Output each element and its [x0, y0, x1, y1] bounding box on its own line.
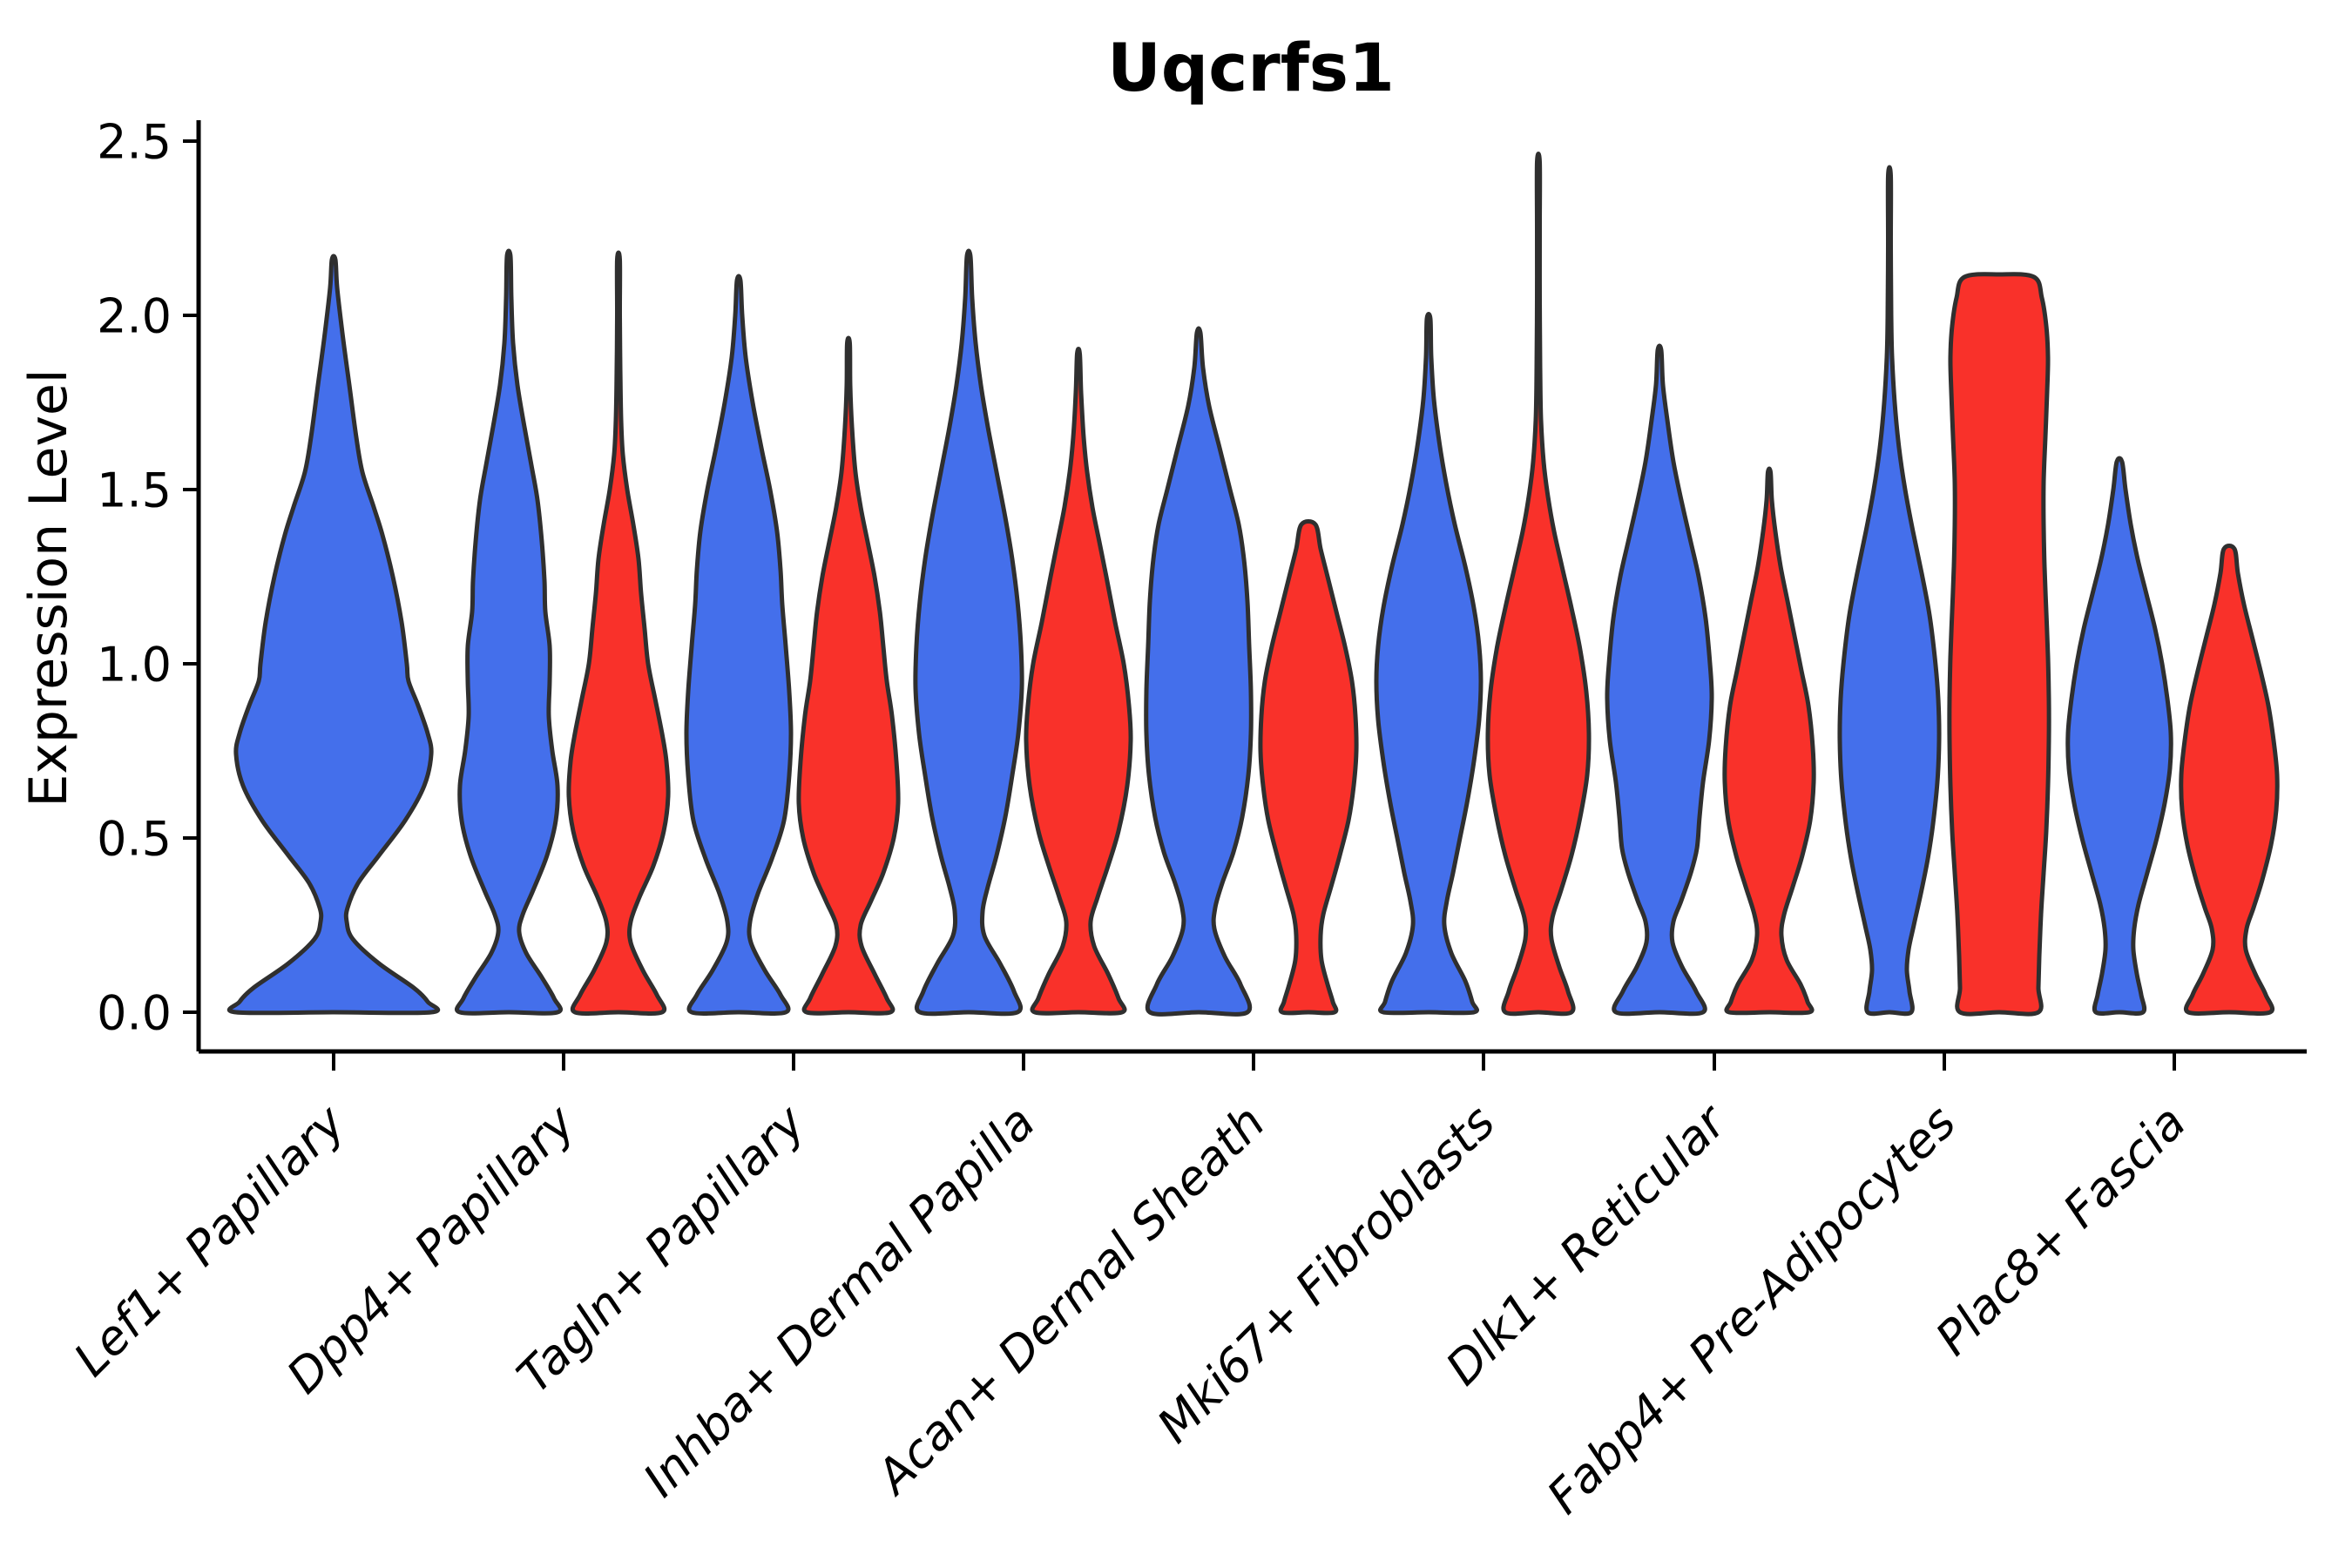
- x-tick-label-acan-dermal-sheath: Acan+ Dermal Sheath: [864, 1095, 1275, 1506]
- y-tick-label: 2.0: [97, 288, 172, 343]
- violin-mki67-fibroblasts-blue: [1374, 312, 1484, 1016]
- violin-dlk1-reticular-blue: [1605, 343, 1714, 1017]
- violin-lef1-papillary-blue: [226, 253, 441, 1016]
- violin-plac8-fascia-red: [2179, 543, 2280, 1016]
- violin-inhba-dermal-papilla-red: [1024, 347, 1133, 1016]
- violin-dpp4-papillary-red: [566, 250, 671, 1016]
- violin-dpp4-papillary-blue: [455, 248, 563, 1016]
- violin-fabp4-pre-adipocytes-red: [1947, 272, 2051, 1017]
- y-tick-label: 2.5: [97, 114, 172, 169]
- chart-title: Uqcrfs1: [1107, 29, 1395, 106]
- violin-acan-dermal-sheath-red: [1258, 518, 1359, 1016]
- violin-plac8-fascia-blue: [2065, 456, 2173, 1016]
- y-tick-label: 0.0: [97, 985, 172, 1040]
- violin-dlk1-reticular-red: [1722, 466, 1816, 1016]
- violin-mki67-fibroblasts-red: [1485, 151, 1592, 1017]
- violin-acan-dermal-sheath-blue: [1144, 326, 1254, 1017]
- x-tick-label-inhba-dermal-papilla: Inhba+ Dermal Papilla: [632, 1095, 1045, 1508]
- x-tick-label-plac8-fascia: Plac8+ Fascia: [1925, 1095, 2196, 1366]
- violins-layer: [226, 151, 2280, 1017]
- x-tick-label-fabp4-pre-adipocytes: Fabp4+ Pre-Adipocytes: [1537, 1095, 1966, 1524]
- y-tick-label: 1.5: [97, 463, 172, 517]
- y-axis-label: Expression Level: [18, 368, 79, 807]
- violin-tagln-papillary-blue: [684, 274, 794, 1016]
- violin-inhba-dermal-papilla-blue: [913, 248, 1024, 1017]
- violin-fabp4-pre-adipocytes-blue: [1837, 165, 1942, 1017]
- y-tick-label: 1.0: [97, 637, 172, 692]
- violin-tagln-papillary-red: [796, 335, 901, 1016]
- y-tick-label: 0.5: [97, 811, 172, 866]
